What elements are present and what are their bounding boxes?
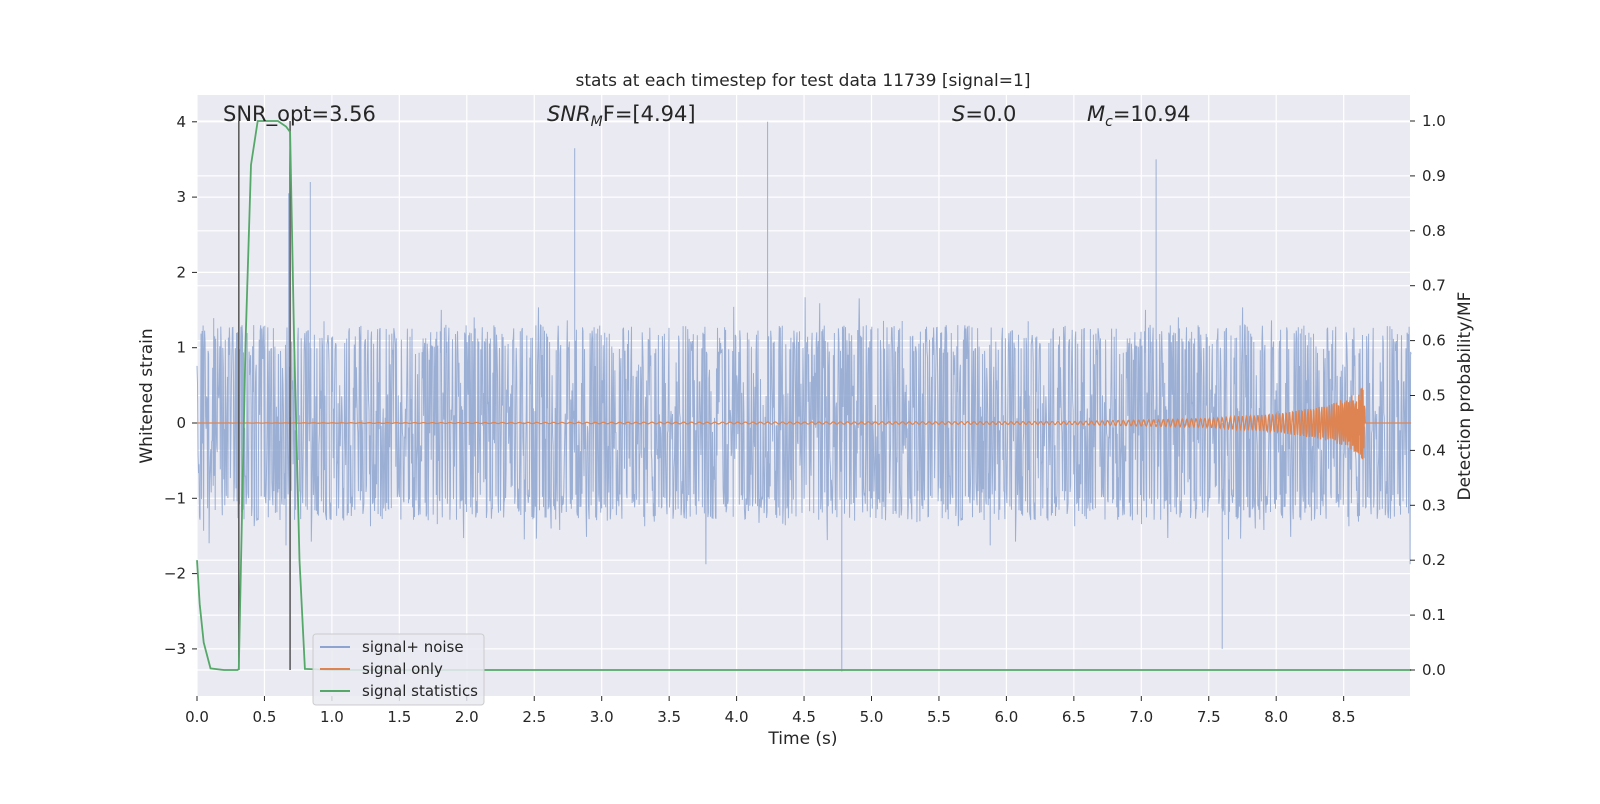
x-tick-label: 6.5 [1062, 708, 1086, 726]
x-tick-label: 6.0 [994, 708, 1018, 726]
y-right-tick-label: 0.9 [1422, 167, 1446, 185]
x-tick-label: 4.5 [792, 708, 816, 726]
y-right-tick-label: 0.0 [1422, 661, 1446, 679]
x-tick-label: 3.0 [590, 708, 614, 726]
y-axis-left-label: Whitened strain [137, 328, 157, 463]
signal-only-line [197, 387, 1412, 460]
annotation-s: S=0.0 [952, 102, 1016, 126]
s-rest: =0.0 [965, 102, 1016, 126]
y-right-tick-label: 0.4 [1422, 441, 1446, 459]
y-left-tick-label: 0 [176, 414, 186, 432]
annotation-snr-opt: SNR_opt=3.56 [223, 102, 376, 127]
s-var: S [952, 102, 965, 126]
legend: signal+ noise signal only signal statist… [312, 633, 485, 706]
y-axis-right-label: Detection probability/MF [1455, 292, 1475, 501]
x-tick-label: 1.5 [387, 708, 411, 726]
signal-noise-line [196, 121, 1412, 672]
x-axis-label: Time (s) [767, 729, 837, 749]
x-tick-label: 1.0 [320, 708, 344, 726]
y-right-tick-label: 0.6 [1422, 332, 1446, 350]
y-right-tick-label: 0.3 [1422, 496, 1446, 514]
y-left-tick-label: −3 [164, 640, 186, 658]
mc-sub: c [1105, 114, 1113, 130]
y-axis-right-ticks: 1.0 0.9 0.8 0.7 0.6 0.5 0.4 0.3 0.2 0.1 0.0 [1410, 112, 1446, 679]
snr-mf-rest: F=[4.94] [603, 102, 696, 126]
y-left-tick-label: −1 [164, 489, 186, 507]
y-right-tick-label: 0.1 [1422, 606, 1446, 624]
x-tick-label: 2.5 [522, 708, 546, 726]
vertical-markers [238, 121, 291, 670]
x-tick-label: 8.5 [1332, 708, 1356, 726]
y-left-tick-label: 4 [176, 113, 186, 131]
y-right-tick-label: 1.0 [1422, 112, 1446, 130]
snr-mf-sub: M [591, 114, 603, 130]
x-tick-label: 3.5 [657, 708, 681, 726]
legend-label-stats: signal statistics [362, 682, 478, 700]
legend-label-signal: signal only [362, 660, 443, 678]
snr-mf-base: SNR [547, 102, 591, 126]
y-right-tick-label: 0.7 [1422, 277, 1446, 295]
x-tick-label: 7.0 [1129, 708, 1153, 726]
x-axis-ticks: 0.0 0.5 1.0 1.5 2.0 2.5 3.0 3.5 4.0 4.5 5.0 5.5 6.0 6… [185, 696, 1356, 726]
y-right-tick-label: 0.8 [1422, 222, 1446, 240]
y-right-tick-label: 0.5 [1422, 387, 1446, 405]
x-tick-label: 0.5 [253, 708, 277, 726]
x-tick-label: 5.5 [927, 708, 951, 726]
signal-only-series [197, 387, 1412, 460]
mc-base: M [1087, 102, 1105, 126]
signal-noise-series [196, 121, 1412, 672]
annotation-mc: Mc=10.94 [1087, 102, 1191, 130]
y-left-tick-label: 2 [176, 263, 186, 281]
y-axis-left-ticks: 4 3 2 1 0 −1 −2 −3 [164, 113, 197, 658]
x-tick-label: 2.0 [455, 708, 479, 726]
mc-rest: =10.94 [1113, 102, 1191, 126]
legend-label-noise: signal+ noise [362, 638, 464, 656]
x-tick-label: 8.0 [1264, 708, 1288, 726]
y-left-tick-label: 1 [176, 339, 186, 357]
signal-statistics-series [196, 120, 1412, 671]
annotation-snr-mf: SNRMF=[4.94] [547, 102, 696, 130]
grid-layer [196, 95, 1410, 696]
x-tick-label: 5.0 [860, 708, 884, 726]
x-tick-label: 4.0 [725, 708, 749, 726]
signal-statistics-line [196, 120, 1412, 671]
x-tick-label: 7.5 [1197, 708, 1221, 726]
y-left-tick-label: −2 [164, 565, 186, 583]
chart-title: stats at each timestep for test data 117… [576, 71, 1031, 91]
y-right-tick-label: 0.2 [1422, 551, 1446, 569]
x-tick-label: 0.0 [185, 708, 209, 726]
y-left-tick-label: 3 [176, 188, 186, 206]
legend-box [312, 633, 485, 706]
